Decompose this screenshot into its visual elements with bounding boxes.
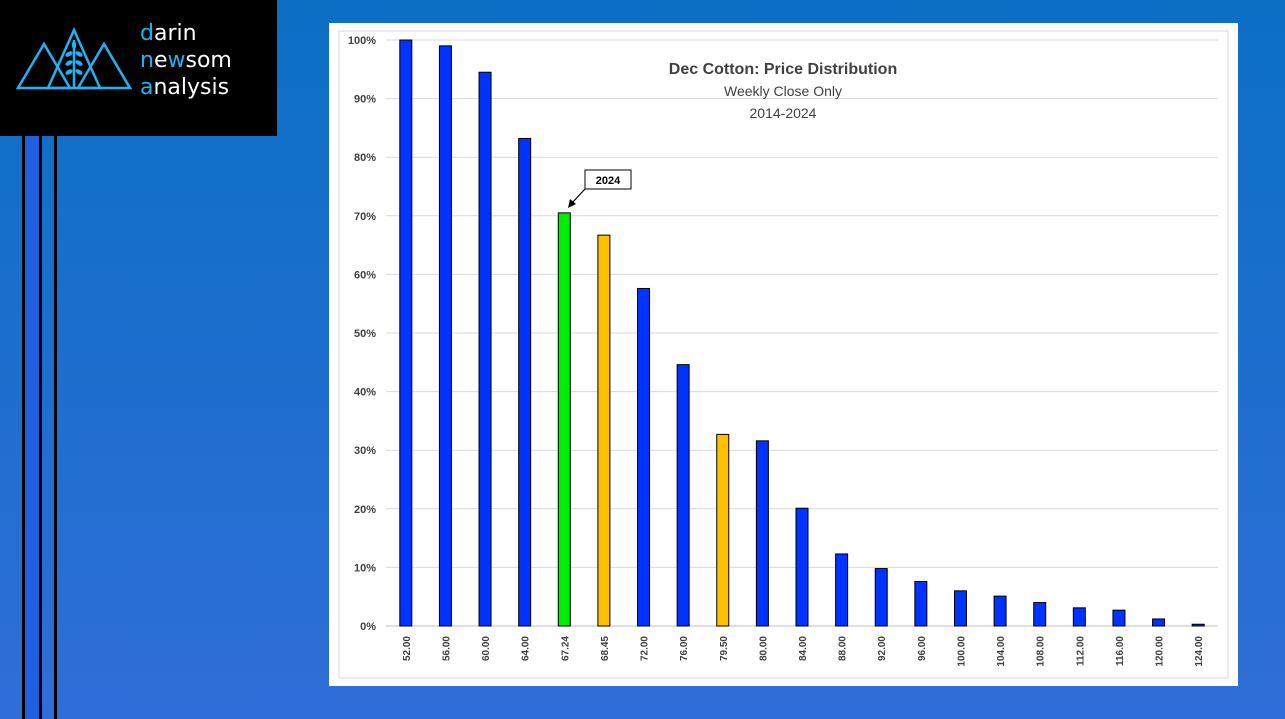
y-tick-label: 40% (354, 387, 376, 399)
x-tick-label: 116.00 (1115, 636, 1126, 666)
plot-border (338, 30, 1229, 679)
x-tick-label: 60.00 (481, 636, 492, 661)
annotation-arrow-line (570, 188, 586, 205)
brand-name: darin newsom analysis (140, 20, 232, 101)
bar-116.00 (1112, 609, 1126, 627)
x-tick-label: 52.00 (402, 636, 413, 661)
y-tick-label: 30% (354, 445, 376, 457)
annotation-arrow-head (568, 199, 576, 208)
x-tick-label: 67.24 (560, 636, 571, 661)
decor-line-1 (22, 136, 25, 719)
bar-88.00 (835, 553, 849, 627)
annotation-2024: 2024 (568, 169, 632, 208)
y-tick-label: 10% (354, 562, 376, 574)
y-tick-label: 80% (354, 152, 376, 164)
logo: darin newsom analysis (0, 0, 277, 136)
bar-64.00 (518, 137, 532, 627)
bar-96.00 (914, 580, 928, 627)
x-tick-label: 84.00 (798, 636, 809, 661)
decor-line-2 (25, 136, 39, 719)
y-tick-label: 100% (348, 35, 376, 47)
chart-title: Dec Cotton: Price Distribution (669, 61, 897, 78)
x-tick-label: 80.00 (758, 636, 769, 661)
brand-line-1: darin (140, 21, 197, 46)
bar-112.00 (1072, 607, 1086, 627)
x-tick-label: 96.00 (917, 636, 928, 661)
bar-67.24 (557, 212, 571, 627)
bar-76.00 (676, 364, 690, 627)
x-tick-label: 112.00 (1075, 636, 1086, 666)
x-tick-label: 92.00 (877, 636, 888, 661)
bar-60.00 (478, 71, 492, 627)
bar-80.00 (755, 440, 769, 627)
price-distribution-chart: 0% 10% 20% 30% 40% 50% 60% 70% 80% 90% 100% 52.00 5… (338, 30, 1229, 679)
bar-100.00 (953, 590, 967, 627)
x-tick-label: 56.00 (441, 636, 452, 661)
bar-79.50 (716, 433, 730, 627)
y-tick-label: 70% (354, 211, 376, 223)
brand-line-2: newsom (140, 48, 232, 73)
chart-subtitle-1: Weekly Close Only (724, 83, 842, 99)
y-tick-label: 50% (354, 328, 376, 340)
bar-84.00 (795, 507, 809, 627)
bar-72.00 (637, 287, 651, 627)
bar-120.00 (1152, 618, 1166, 627)
y-tick-label: 90% (354, 94, 376, 106)
x-tick-label: 100.00 (956, 636, 967, 667)
x-tick-label: 88.00 (838, 636, 849, 661)
x-tick-label: 108.00 (1036, 636, 1047, 667)
annotation-box (584, 169, 632, 190)
mountain-logo-icon (16, 26, 132, 90)
annotation-label: 2024 (596, 175, 621, 187)
bar-108.00 (1033, 602, 1047, 627)
chart-panel: 0% 10% 20% 30% 40% 50% 60% 70% 80% 90% 100% 52.00 5… (329, 23, 1238, 686)
bar-68.45 (597, 234, 611, 627)
decor-line-4 (54, 136, 57, 719)
x-tick-label: 72.00 (640, 636, 651, 661)
bar-56.00 (438, 45, 452, 627)
brand-line-3: analysis (140, 75, 230, 100)
x-tick-label: 124.00 (1194, 636, 1205, 667)
x-tick-label: 64.00 (521, 636, 532, 661)
x-tick-label: 76.00 (679, 636, 690, 661)
bar-52.00 (399, 39, 413, 627)
x-tick-label: 79.50 (719, 636, 730, 661)
bar-92.00 (874, 568, 888, 627)
x-tick-label: 104.00 (996, 636, 1007, 667)
y-tick-label: 20% (354, 504, 376, 516)
bar-104.00 (993, 595, 1007, 627)
x-tick-label: 120.00 (1155, 636, 1166, 667)
y-tick-label: 0% (360, 621, 376, 633)
decor-line-3 (39, 136, 42, 719)
bar-124.00 (1191, 623, 1205, 627)
y-tick-label: 60% (354, 269, 376, 281)
chart-subtitle-2: 2014-2024 (750, 105, 817, 121)
x-tick-label: 68.45 (600, 636, 611, 661)
